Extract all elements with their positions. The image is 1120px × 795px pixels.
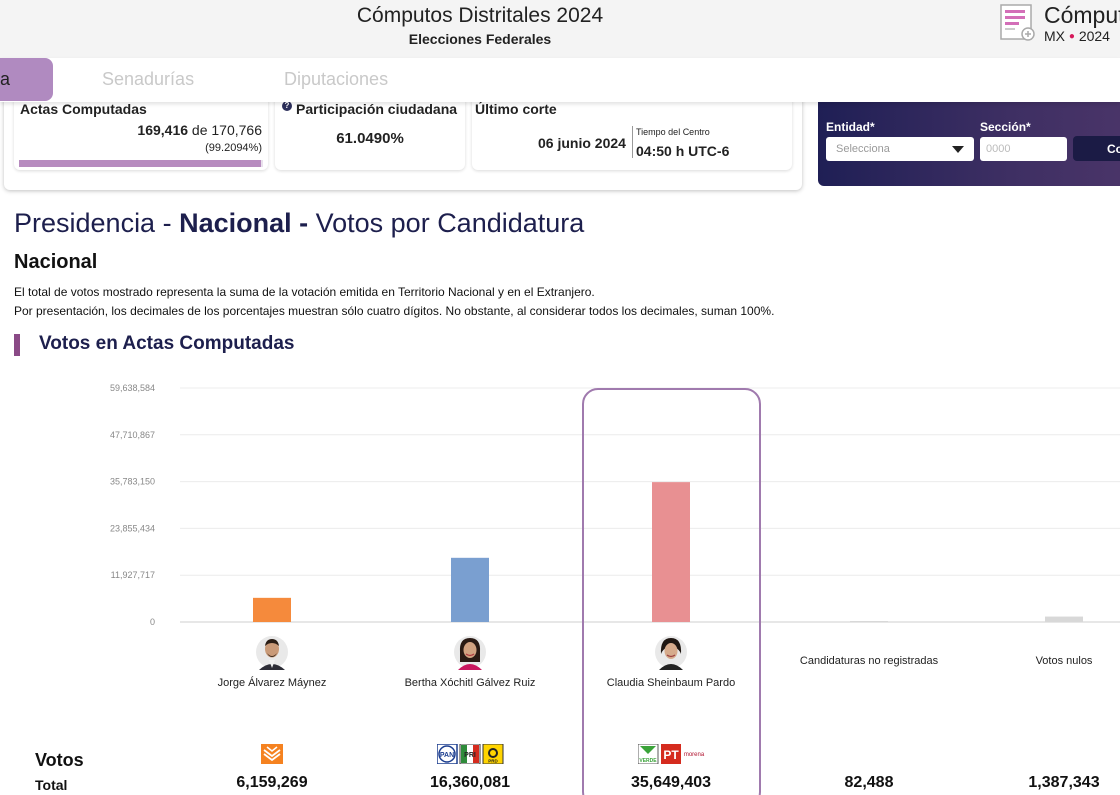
page-title-suffix: Votos por Candidatura (315, 208, 585, 238)
actas-progress-bar (19, 160, 263, 167)
tab-bar: a Senadurías Diputaciones (0, 58, 1120, 102)
bar (451, 557, 489, 622)
total-votes: 35,649,403 (630, 774, 712, 791)
total-votes: 1,387,343 (1028, 774, 1100, 791)
brand-country: MX (1044, 28, 1065, 44)
tab-diputaciones[interactable]: Diputaciones (284, 69, 389, 89)
y-tick-label: 47,710,867 (110, 430, 155, 440)
corte-divider (632, 126, 633, 158)
scope-heading: Nacional (14, 251, 98, 273)
entidad-label: Entidad* (826, 120, 875, 134)
actas-box: Actas Computadas 169,416 de 170,766 (99.… (14, 90, 268, 170)
app-header: Cómputos Distritales 2024 Elecciones Fed… (0, 0, 1120, 58)
note-total-votes: El total de votos mostrado representa la… (14, 285, 595, 299)
svg-text:morena: morena (684, 752, 705, 758)
brand-dot-icon: ● (1068, 31, 1075, 42)
ballot-document-icon (1000, 4, 1035, 41)
votos-label: Votos (35, 750, 84, 770)
corte-date: 06 junio 2024 (538, 135, 626, 151)
brand-year: 2024 (1078, 28, 1110, 44)
svg-text:VERDE: VERDE (639, 758, 657, 764)
svg-text:PAN: PAN (440, 752, 454, 759)
corte-box: Último corte 06 junio 2024 Tiempo del Ce… (472, 90, 792, 170)
heading-accent-bar (14, 334, 20, 356)
seccion-label: Sección* (980, 120, 1031, 134)
party-logos-coalition-shh-icon: VERDE PT morena (638, 744, 705, 764)
chart-heading: Votos en Actas Computadas (39, 333, 295, 354)
corte-title: Último corte (475, 101, 557, 117)
y-tick-label: 59,638,584 (110, 383, 155, 393)
page-title: Presidencia - Nacional - Votos por Candi… (14, 208, 584, 239)
participacion-box: ? Participación ciudadana 61.0490% (275, 90, 465, 170)
votes-bar-chart: 0 11,927,717 23,855,434 35,783,150 47,710,86… (110, 383, 1120, 627)
tab-senadurias[interactable]: Senadurías (102, 69, 195, 89)
actas-computed: 169,416 (137, 122, 189, 138)
candidate-name: Votos nulos (1035, 655, 1093, 667)
party-logos-coalition-fcm-icon: PAN PRI PRD (437, 744, 504, 764)
actas-of: de (191, 122, 208, 138)
svg-text:PT: PT (663, 748, 679, 762)
svg-text:PRD: PRD (488, 759, 498, 764)
bar (850, 621, 888, 622)
total-votes: 6,159,269 (236, 774, 308, 791)
party-logo-mc-icon (261, 744, 283, 764)
y-tick-label: 23,855,434 (110, 523, 155, 533)
candidate-name: Jorge Álvarez Máynez (217, 677, 327, 689)
chevron-down-icon (952, 146, 964, 153)
actas-percent: (99.2094%) (205, 142, 262, 154)
actas-count: 169,416 de 170,766 (137, 122, 262, 138)
help-icon[interactable]: ? (282, 101, 292, 111)
y-tick-label: 35,783,150 (110, 477, 155, 487)
candidate-name: Claudia Sheinbaum Pardo (606, 677, 736, 689)
app-subtitle: Elecciones Federales (408, 31, 552, 47)
corte-time: 04:50 h UTC-6 (636, 143, 730, 159)
seccion-input[interactable] (980, 137, 1067, 161)
brand-subtitle: MX ● 2024 (1044, 28, 1110, 44)
actas-progress-fill (19, 160, 262, 167)
corte-tz-label: Tiempo del Centro (636, 127, 710, 137)
avatar-claudia-sheinbaum-pardo (655, 636, 687, 670)
total-label: Total (35, 777, 68, 793)
actas-title: Actas Computadas (20, 101, 147, 117)
actas-total: 170,766 (211, 122, 262, 138)
participacion-title: Participación ciudadana (296, 101, 458, 117)
total-votes: 16,360,081 (429, 774, 511, 791)
bar (652, 482, 690, 622)
consultar-button[interactable]: Co (1073, 136, 1120, 161)
candidate-name: Candidaturas no registradas (799, 655, 939, 667)
note-decimals: Por presentación, los decimales de los p… (14, 304, 775, 318)
participacion-value: 61.0490% (336, 130, 404, 147)
svg-text:PRI: PRI (464, 752, 476, 759)
brand-name: Cómputos (1044, 2, 1120, 28)
entidad-select[interactable]: Selecciona (826, 137, 974, 161)
bar (253, 597, 291, 622)
bar (1045, 616, 1083, 622)
page-title-prefix: Presidencia - (14, 208, 180, 238)
summary-card: Actas Computadas 169,416 de 170,766 (99.… (4, 90, 802, 190)
y-tick-label: 11,927,717 (111, 570, 155, 580)
avatar-bertha-xochitl-galvez-ruiz (454, 636, 486, 670)
entidad-select-value: Selecciona (836, 143, 890, 155)
total-votes: 82,488 (844, 774, 894, 791)
app-title: Cómputos Distritales 2024 (356, 4, 604, 27)
tab-presidencia[interactable]: a (0, 58, 53, 101)
y-tick-label: 0 (150, 617, 155, 627)
page-title-bold: Nacional - (179, 208, 316, 238)
candidate-name: Bertha Xóchitl Gálvez Ruiz (404, 677, 536, 689)
avatar-jorge-alvarez-maynez (256, 636, 288, 670)
